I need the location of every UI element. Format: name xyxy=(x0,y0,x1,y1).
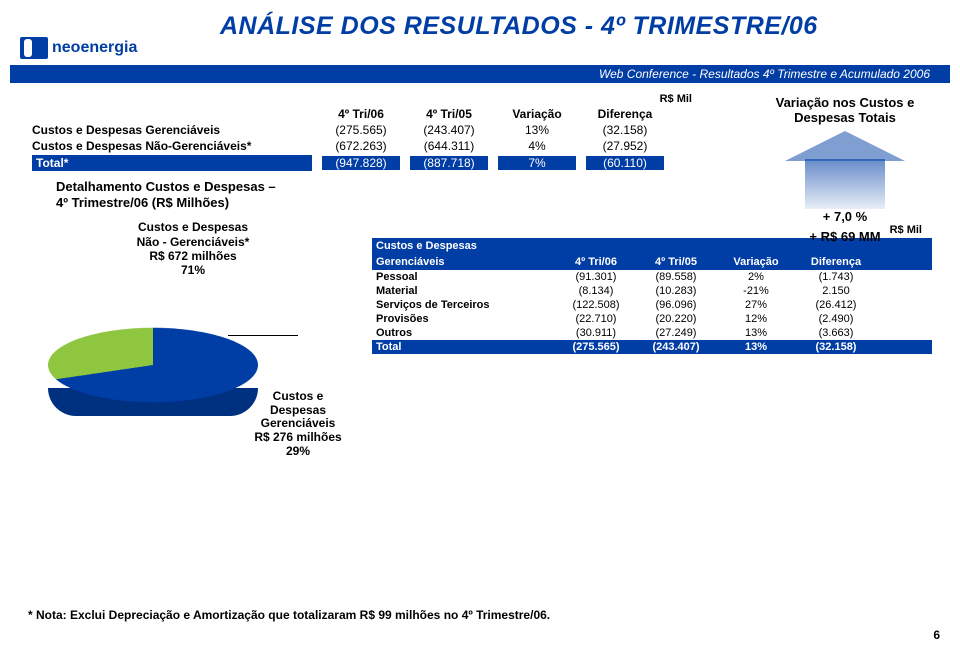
arrow-values: + 7,0 % + R$ 69 MM xyxy=(760,207,930,246)
row-label: Serviços de Terceiros xyxy=(376,299,556,311)
cell: (30.911) xyxy=(556,327,636,339)
cell: (32.158) xyxy=(586,123,664,137)
cell: 2% xyxy=(716,271,796,283)
cell: (122.508) xyxy=(556,299,636,311)
total-cell: 7% xyxy=(498,156,576,170)
cell: (672.263) xyxy=(322,139,400,153)
head-label: Gerenciáveis xyxy=(376,256,556,268)
col-header: Diferença xyxy=(586,107,664,121)
cell: (27.249) xyxy=(636,327,716,339)
arrow-value-pct: + 7,0 % xyxy=(760,207,930,227)
col-header: Variação xyxy=(498,107,576,121)
cell: 12% xyxy=(716,313,796,325)
logo: neoenergia xyxy=(20,37,137,59)
total-cell: (243.407) xyxy=(636,341,716,353)
pie-chart-block: Custos e Despesas Não - Gerenciáveis* R$… xyxy=(28,220,358,460)
col-header: Diferença xyxy=(796,256,876,268)
col-header: Variação xyxy=(716,256,796,268)
cell: (10.283) xyxy=(636,285,716,297)
cell: (2.490) xyxy=(796,313,876,325)
pie-slice-label-2: Custos e Despesas Gerenciáveis R$ 276 mi… xyxy=(228,390,368,459)
col-header: 4º Tri/05 xyxy=(410,107,488,121)
row-label: Pessoal xyxy=(376,271,556,283)
header: ANÁLISE DOS RESULTADOS - 4º TRIMESTRE/06… xyxy=(0,0,960,63)
total-cell: (947.828) xyxy=(322,156,400,170)
cell: (91.301) xyxy=(556,271,636,283)
detail-row: Pessoal(91.301)(89.558)2%(1.743) xyxy=(372,270,932,284)
cell: (8.134) xyxy=(556,285,636,297)
cell: (22.710) xyxy=(556,313,636,325)
cell: (3.663) xyxy=(796,327,876,339)
total-cell: (32.158) xyxy=(796,341,876,353)
total-cell: (887.718) xyxy=(410,156,488,170)
col-header: 4º Tri/06 xyxy=(322,107,400,121)
row-label: Material xyxy=(376,285,556,297)
col-header: 4º Tri/06 xyxy=(556,256,636,268)
detail-total-row: Total (275.565) (243.407) 13% (32.158) xyxy=(372,340,932,354)
cell: (27.952) xyxy=(586,139,664,153)
detail-table-head2: Gerenciáveis 4º Tri/06 4º Tri/05 Variaçã… xyxy=(372,254,932,270)
pie-chart: Custos e Despesas Gerenciáveis R$ 276 mi… xyxy=(28,280,358,460)
total-label: Total xyxy=(376,341,556,353)
rs-mil-label: R$ Mil xyxy=(28,93,692,105)
cell: (89.558) xyxy=(636,271,716,283)
callout-line xyxy=(228,335,298,336)
cell: 2.150 xyxy=(796,285,876,297)
row-label: Outros xyxy=(376,327,556,339)
variation-arrow: Variação nos Custos e Despesas Totais + … xyxy=(760,95,930,246)
cell: (644.311) xyxy=(410,139,488,153)
cell: (275.565) xyxy=(322,123,400,137)
logo-text: neoenergia xyxy=(52,39,137,57)
up-arrow-icon xyxy=(785,131,905,201)
row-label: Provisões xyxy=(376,313,556,325)
head-label: Custos e Despesas xyxy=(376,240,556,252)
row-label: Custos e Despesas Não-Gerenciáveis* xyxy=(32,139,312,153)
bolt-icon xyxy=(20,37,48,59)
row-label: Custos e Despesas Gerenciáveis xyxy=(32,123,312,137)
total-cell: 13% xyxy=(716,341,796,353)
cell: 4% xyxy=(498,139,576,153)
total-label: Total* xyxy=(32,155,312,171)
cell: -21% xyxy=(716,285,796,297)
arrow-caption: Variação nos Custos e Despesas Totais xyxy=(760,95,930,125)
arrow-value-abs: + R$ 69 MM xyxy=(760,227,930,247)
detail-row: Serviços de Terceiros(122.508)(96.096)27… xyxy=(372,298,932,312)
lower-section: Custos e Despesas Não - Gerenciáveis* R$… xyxy=(28,220,932,460)
footnote: * Nota: Exclui Depreciação e Amortização… xyxy=(28,608,550,622)
detail-row: Provisões(22.710)(20.220)12%(2.490) xyxy=(372,312,932,326)
cell: 27% xyxy=(716,299,796,311)
cell: 13% xyxy=(716,327,796,339)
detail-row: Outros(30.911)(27.249)13%(3.663) xyxy=(372,326,932,340)
cell: (26.412) xyxy=(796,299,876,311)
cell: (20.220) xyxy=(636,313,716,325)
cell: (243.407) xyxy=(410,123,488,137)
cell: (1.743) xyxy=(796,271,876,283)
col-header: 4º Tri/05 xyxy=(636,256,716,268)
subtitle-bar: Web Conference - Resultados 4º Trimestre… xyxy=(10,65,950,83)
content: Variação nos Custos e Despesas Totais + … xyxy=(0,83,960,470)
cell: (96.096) xyxy=(636,299,716,311)
cell: 13% xyxy=(498,123,576,137)
detail-row: Material(8.134)(10.283)-21%2.150 xyxy=(372,284,932,298)
pie-slice-label-1: Custos e Despesas Não - Gerenciáveis* R$… xyxy=(28,220,358,278)
total-cell: (275.565) xyxy=(556,341,636,353)
page-number: 6 xyxy=(933,628,940,642)
total-cell: (60.110) xyxy=(586,156,664,170)
